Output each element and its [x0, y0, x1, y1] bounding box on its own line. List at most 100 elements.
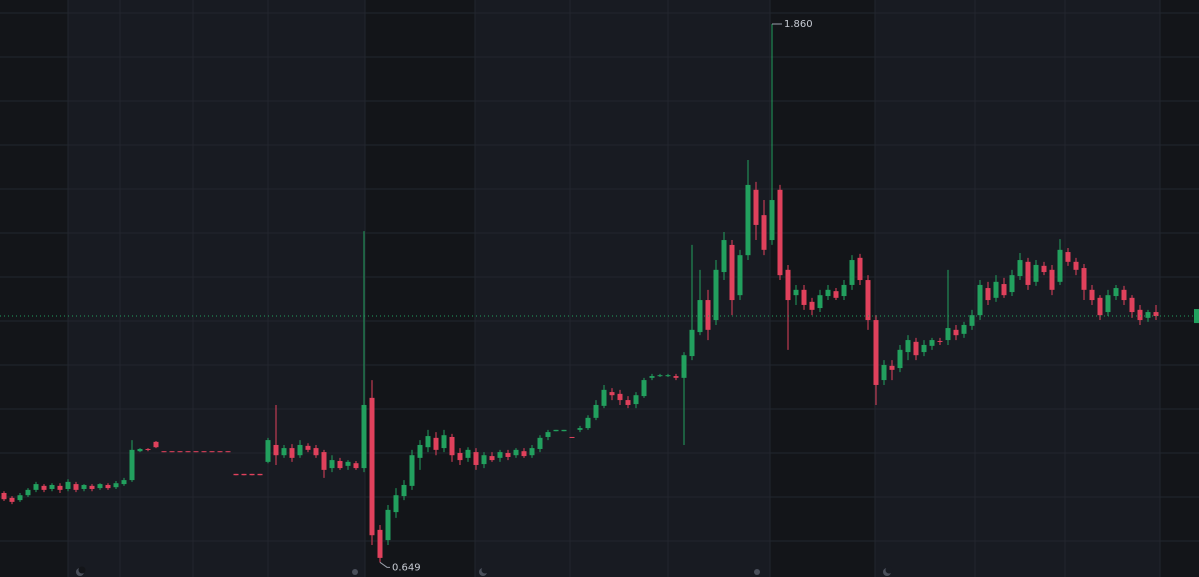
candle-body	[1113, 288, 1119, 297]
candle-body	[329, 460, 335, 469]
candle-body	[321, 452, 327, 470]
candle-body	[561, 429, 567, 432]
candle-body	[569, 436, 575, 438]
candle-body	[729, 244, 735, 301]
candle-body	[297, 444, 303, 456]
candle-body	[497, 452, 503, 458]
candle-body	[625, 400, 631, 405]
candle-body	[137, 448, 143, 452]
candle-body	[417, 444, 423, 458]
candle-body	[177, 451, 183, 453]
candle-body	[169, 451, 175, 453]
candle-body	[385, 509, 391, 541]
candle-body	[113, 483, 119, 488]
candle-body	[529, 448, 535, 456]
candle-body	[777, 189, 783, 276]
candle-body	[593, 404, 599, 418]
candle-body	[753, 189, 759, 225]
candle-body	[25, 489, 31, 496]
candle-body	[761, 215, 767, 250]
candle-body	[17, 495, 23, 501]
candle-body	[1097, 297, 1103, 316]
candle-body	[705, 300, 711, 330]
candle-body	[977, 284, 983, 316]
candle-body	[345, 461, 351, 466]
sun-icon	[352, 569, 358, 575]
candle-body	[665, 375, 671, 377]
candle-body	[961, 324, 967, 334]
candle-body	[1049, 269, 1055, 290]
candle-body	[737, 255, 743, 296]
candle-body	[233, 473, 239, 476]
candle-body	[817, 295, 823, 309]
candle-body	[633, 395, 639, 405]
candle-body	[905, 340, 911, 353]
candle-body	[745, 184, 751, 256]
candle-body	[425, 436, 431, 448]
candle-body	[257, 473, 263, 476]
candle-body	[1025, 261, 1031, 285]
candle-body	[337, 460, 343, 469]
candle-body	[1145, 312, 1151, 318]
candle-body	[921, 344, 927, 353]
annotation-leader	[379, 561, 390, 568]
candle-body	[217, 451, 223, 453]
candle-body	[769, 200, 775, 241]
candle-body	[313, 448, 319, 456]
candle-body	[889, 365, 895, 370]
night-session	[1160, 0, 1199, 577]
candle-body	[441, 435, 447, 449]
candle-body	[601, 389, 607, 406]
candle-body	[577, 428, 583, 430]
last-price-marker	[1194, 309, 1199, 324]
candle-body	[657, 375, 663, 377]
candle-body	[937, 340, 943, 342]
candle-body	[281, 448, 287, 456]
candle-body	[617, 393, 623, 401]
candle-body	[73, 484, 79, 490]
candle-body	[409, 455, 415, 486]
candle-body	[833, 291, 839, 298]
candle-body	[1121, 289, 1127, 301]
candle-body	[433, 437, 439, 450]
candle-body	[721, 240, 727, 273]
moon-icon-cut	[885, 566, 893, 574]
moon-icon-cut	[78, 566, 86, 574]
candle-body	[1009, 275, 1015, 293]
candle-body	[1065, 252, 1071, 262]
annotation-label: 1.860	[784, 19, 813, 30]
candle-body	[449, 436, 455, 456]
candle-body	[161, 451, 167, 453]
candle-body	[57, 485, 63, 490]
candle-body	[1, 492, 7, 500]
candle-body	[985, 288, 991, 301]
candle-body	[1129, 297, 1135, 313]
candle-body	[41, 485, 47, 490]
candle-body	[369, 397, 375, 536]
night-session	[0, 0, 68, 577]
candle-body	[225, 451, 231, 453]
candle-body	[9, 497, 15, 502]
candle-body	[505, 452, 511, 457]
candle-body	[89, 485, 95, 489]
candle-body	[809, 301, 815, 310]
candle-body	[689, 329, 695, 357]
candle-body	[105, 484, 111, 489]
session-icons	[76, 566, 893, 576]
candle-body	[785, 269, 791, 301]
candle-body	[153, 441, 159, 448]
candle-body	[953, 329, 959, 336]
candle-body	[585, 417, 591, 429]
candle-body	[185, 451, 191, 453]
plot: 1.860 0.649	[0, 19, 1199, 573]
candle-body	[241, 473, 247, 476]
candle-body	[681, 355, 687, 378]
candle-body	[929, 340, 935, 346]
candle-body	[393, 495, 399, 513]
candle-body	[641, 380, 647, 397]
candle-body	[969, 315, 975, 326]
candle-body	[521, 451, 527, 457]
candle-body	[121, 480, 127, 485]
